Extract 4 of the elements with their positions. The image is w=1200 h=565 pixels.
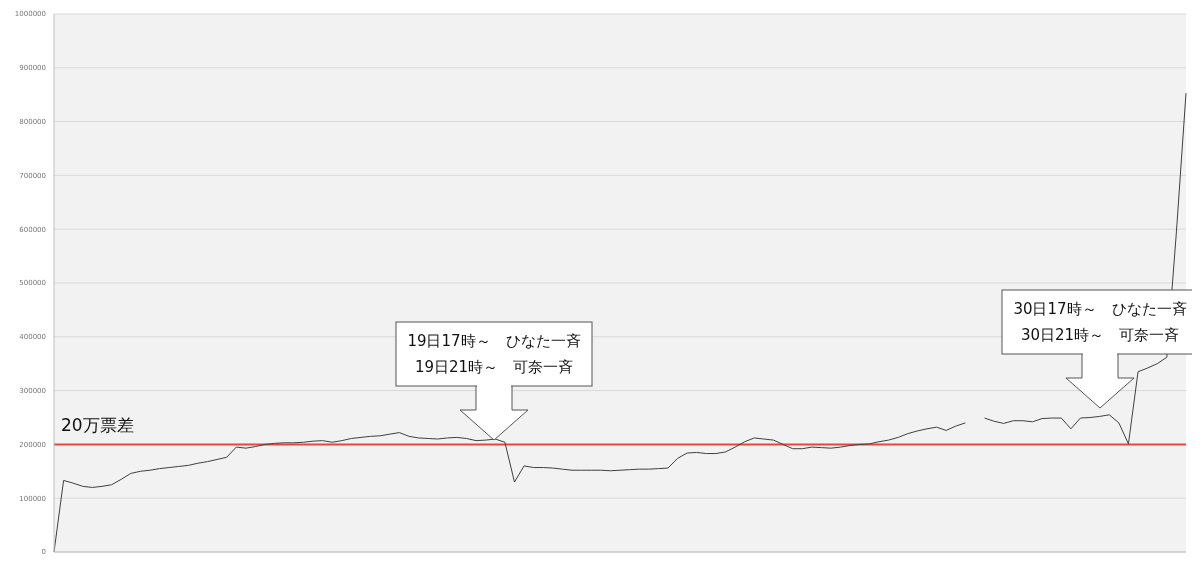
annotation: 19日17時～ ひなた一斉 19日21時～ 可奈一斉 [407, 332, 581, 376]
annotation: 30日17時～ ひなた一斉 30日21時～ 可奈一斉 [1013, 300, 1187, 344]
ref-line-label: 20万票差 [61, 415, 134, 436]
line-series [984, 92, 1187, 445]
